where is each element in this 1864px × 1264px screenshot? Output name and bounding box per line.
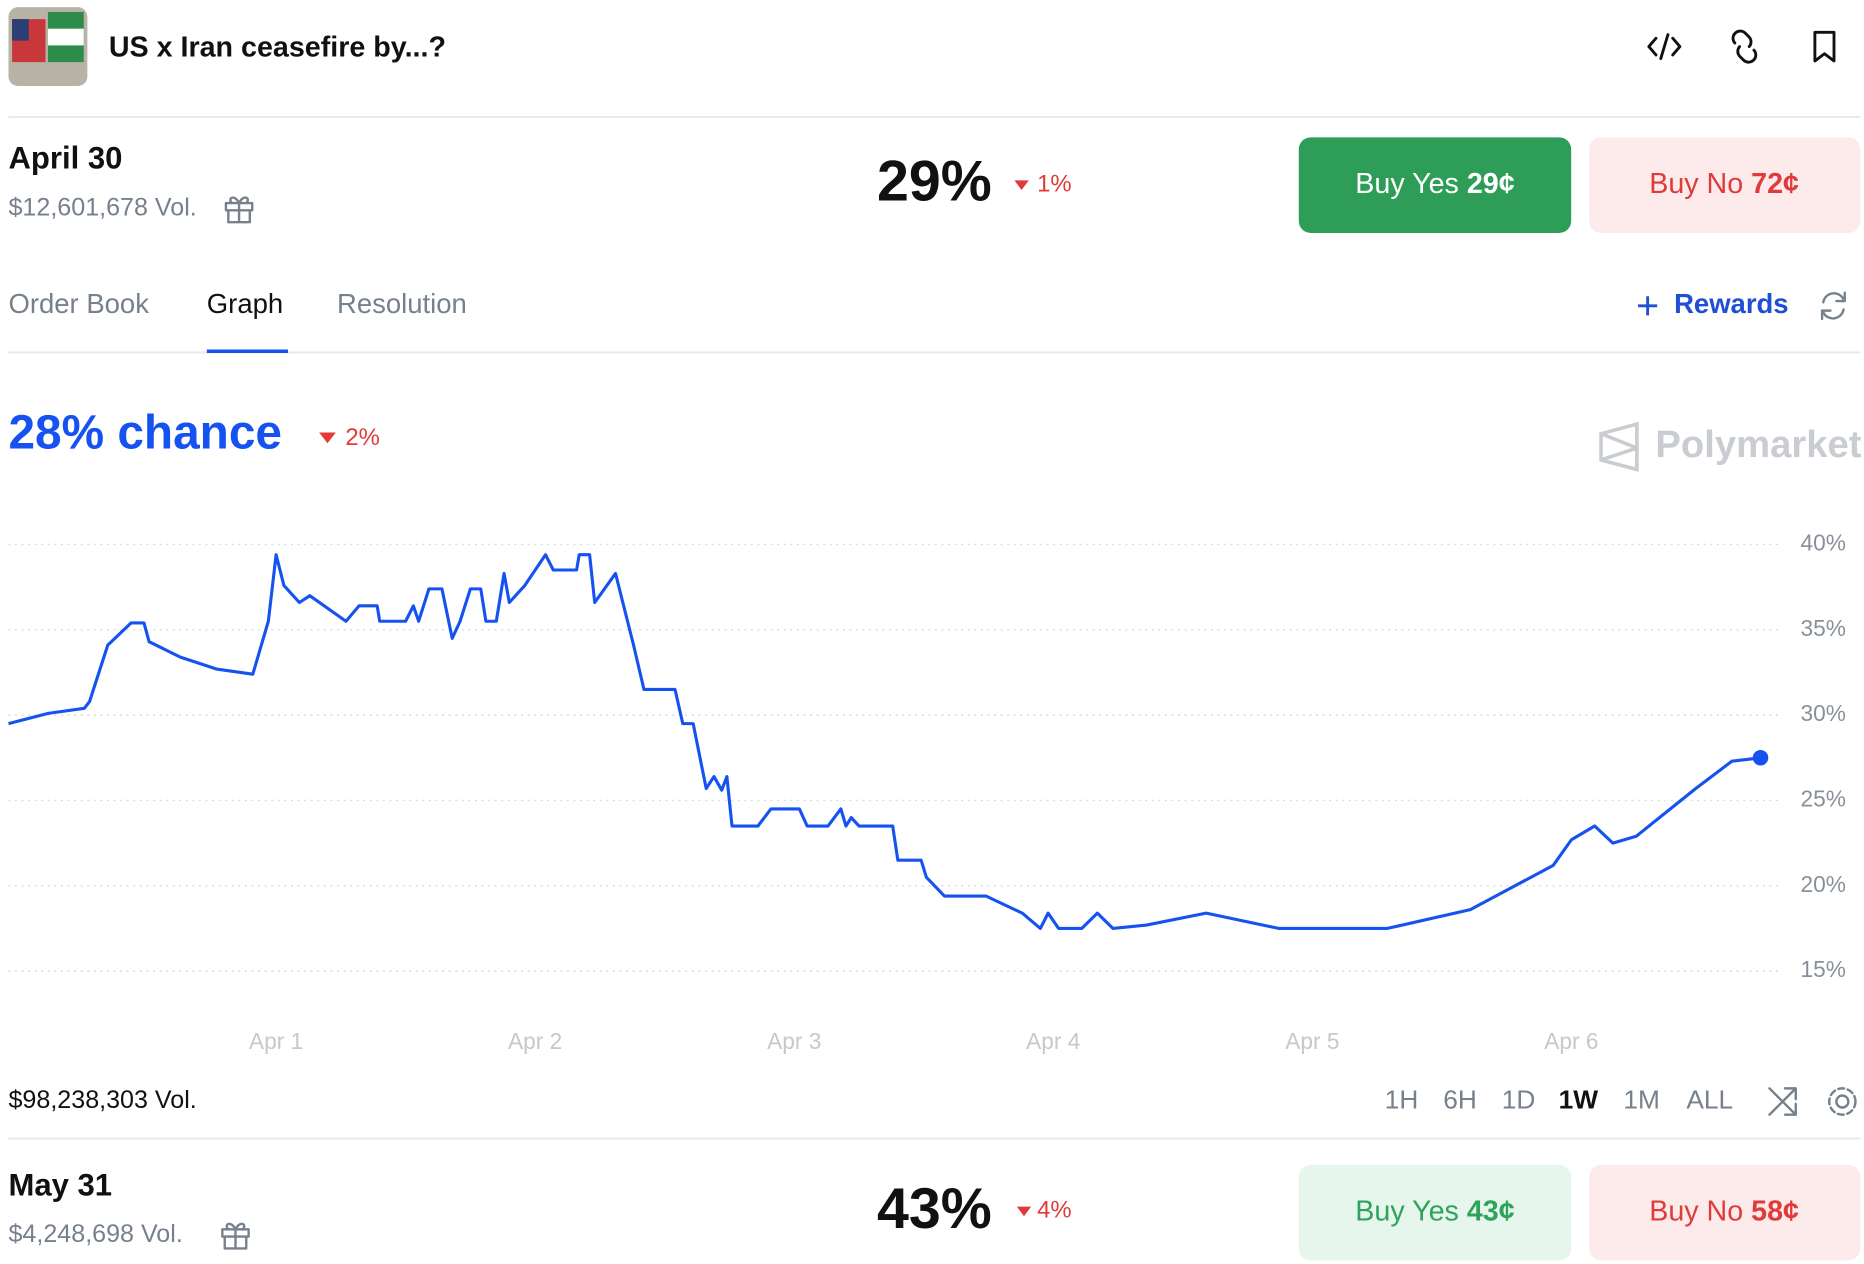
y-tick-label: 30% — [1801, 700, 1846, 726]
range-option[interactable]: 6H — [1443, 1084, 1477, 1114]
buy-no-text: Buy No — [1649, 168, 1743, 200]
market-row: May 31 $4,248,698 Vol. 43% 4% Buy Yes 43… — [8, 1164, 1861, 1261]
range-option[interactable]: 1H — [1385, 1084, 1419, 1114]
no-price: 72¢ — [1751, 168, 1799, 200]
bookmark-icon[interactable] — [1813, 30, 1836, 63]
watermark: Polymarket — [1655, 423, 1861, 466]
gift-icon — [224, 196, 254, 224]
no-price: 58¢ — [1751, 1195, 1799, 1227]
range-option[interactable]: 1M — [1623, 1084, 1660, 1114]
rewards-link[interactable]: Rewards — [1674, 288, 1789, 319]
settings-icon[interactable] — [1835, 1094, 1850, 1109]
shuffle-icon[interactable] — [1768, 1087, 1797, 1116]
chart-change: 2% — [345, 424, 380, 451]
y-tick-label: 15% — [1801, 956, 1846, 982]
tab-active[interactable]: Graph — [207, 288, 283, 319]
range-option[interactable]: ALL — [1686, 1084, 1733, 1114]
range-option[interactable]: 1W — [1559, 1084, 1599, 1114]
embed-icon[interactable] — [1647, 33, 1682, 60]
flag-image — [8, 7, 88, 87]
market-chance: 43% — [877, 1177, 992, 1241]
link-icon[interactable] — [1731, 29, 1758, 64]
market-title: US x Iran ceasefire by...? — [109, 32, 446, 64]
price-line — [8, 553, 1761, 930]
market-volume: $12,601,678 Vol. — [8, 194, 196, 222]
buy-yes-button[interactable] — [1298, 137, 1572, 233]
settings-gear[interactable] — [1828, 1087, 1857, 1116]
x-tick-label: Apr 5 — [1285, 1028, 1339, 1054]
chart-volume: $98,238,303 Vol. — [8, 1086, 196, 1114]
chart-title: 28% chance — [8, 407, 282, 460]
refresh-icon[interactable] — [1820, 291, 1846, 321]
buy-yes-text: Buy Yes — [1355, 168, 1459, 200]
market-volume: $4,248,698 Vol. — [8, 1220, 182, 1248]
tab[interactable]: Resolution — [337, 288, 467, 319]
down-arrow — [1016, 1206, 1032, 1217]
x-tick-label: Apr 1 — [249, 1028, 303, 1054]
range-selector: 1H 6H 1D 1W 1M ALL — [1385, 1084, 1733, 1114]
market-change: 4% — [1037, 1197, 1072, 1224]
market-row: April 30 $12,601,678 Vol. 29% 1% Buy Yes… — [8, 137, 1861, 233]
plot: 15% 20% 25% 30% 35% 40% Apr 1 Apr 2 Apr 3 Apr 4 Ap… — [8, 529, 1846, 1054]
x-tick-label: Apr 6 — [1544, 1028, 1598, 1054]
down-arrow — [1014, 180, 1029, 190]
x-tick-label: Apr 3 — [767, 1028, 821, 1054]
buy-no-button[interactable] — [1589, 1164, 1861, 1261]
range-option[interactable]: 1D — [1502, 1084, 1536, 1114]
watermark-logo — [1599, 421, 1639, 472]
x-tick-label: Apr 4 — [1026, 1028, 1080, 1054]
market-change: 1% — [1037, 170, 1072, 197]
y-tick-label: 25% — [1801, 785, 1846, 811]
market-date: April 30 — [8, 140, 122, 175]
buy-no-label[interactable]: Buy No 58¢ — [1649, 1195, 1799, 1227]
yes-price: 43¢ — [1467, 1195, 1515, 1227]
buy-yes-text: Buy Yes — [1355, 1195, 1459, 1227]
buy-no-text: Buy No — [1649, 1195, 1743, 1227]
tab[interactable]: Order Book — [8, 288, 149, 319]
x-tick-label: Apr 2 — [508, 1028, 562, 1054]
market-chance: 29% — [877, 149, 992, 213]
buy-no-button[interactable] — [1589, 137, 1861, 233]
end-dot — [1752, 750, 1769, 766]
y-tick-label: 35% — [1801, 615, 1846, 641]
buy-yes-label[interactable]: Buy Yes 43¢ — [1355, 1195, 1514, 1227]
y-tick-label: 40% — [1801, 529, 1846, 555]
buy-no-label[interactable]: Buy No 72¢ — [1649, 168, 1799, 200]
down-arrow — [319, 432, 336, 444]
gift-icon — [221, 1222, 250, 1250]
y-tick-label: 20% — [1801, 871, 1846, 897]
buy-yes-button[interactable] — [1298, 1164, 1572, 1261]
buy-yes-label[interactable]: Buy Yes 29¢ — [1355, 168, 1514, 200]
plus-icon — [1638, 296, 1658, 316]
market-date: May 31 — [8, 1168, 112, 1203]
yes-price: 29¢ — [1467, 168, 1515, 200]
